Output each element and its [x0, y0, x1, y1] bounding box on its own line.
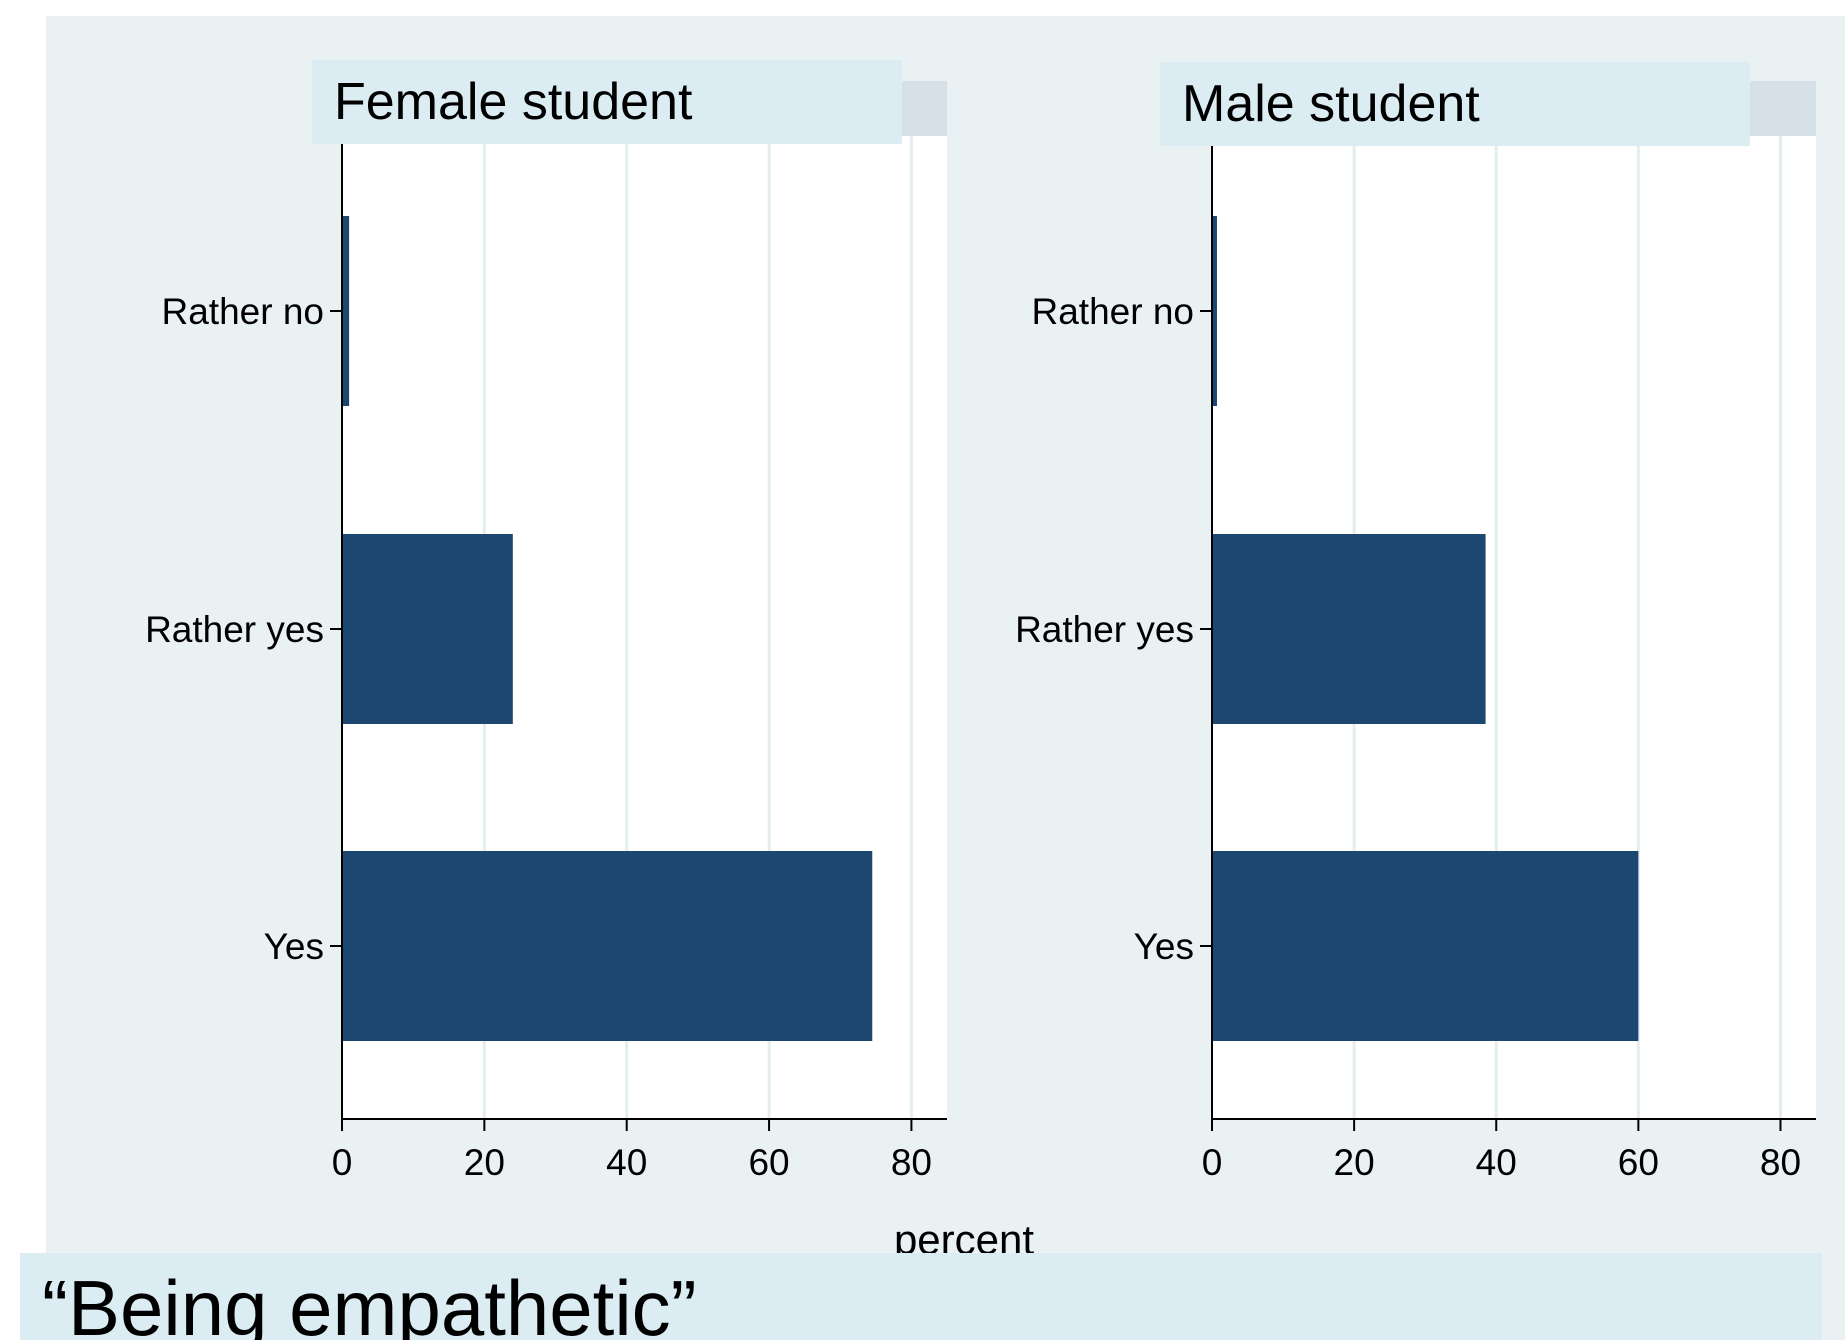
bar [342, 851, 873, 1041]
x-tick-label: 40 [606, 1142, 647, 1183]
bar [342, 216, 350, 406]
bar [342, 534, 513, 724]
x-tick-label: 80 [1760, 1142, 1801, 1183]
x-tick-label: 20 [464, 1142, 505, 1183]
bar [1212, 216, 1217, 406]
chart-area: 0 20 40 60 80 Rather no Rather yes Yes 0 20 40 60 80… [46, 16, 1845, 1340]
x-tick-label: 20 [1334, 1142, 1375, 1183]
x-tick-label: 60 [1618, 1142, 1659, 1183]
bar [1212, 851, 1639, 1041]
category-label: Rather no [1032, 291, 1195, 332]
title-strip [902, 81, 947, 136]
x-tick-label: 0 [332, 1142, 353, 1183]
caption-box: “Being empathetic” [20, 1253, 1822, 1340]
category-label: Rather yes [1015, 609, 1194, 650]
panel-title-male: Male student [1160, 62, 1750, 146]
bar [1212, 534, 1486, 724]
x-tick-label: 60 [748, 1142, 789, 1183]
category-label: Rather no [162, 291, 325, 332]
category-label: Yes [1134, 926, 1194, 967]
caption-text: “Being empathetic” [42, 1264, 697, 1340]
category-label: Rather yes [145, 609, 324, 650]
x-tick-label: 40 [1476, 1142, 1517, 1183]
panel-title-female: Female student [312, 60, 902, 144]
chart-svg: 0 20 40 60 80 Rather no Rather yes Yes 0 20 40 60 80… [145, 81, 1816, 1263]
x-tick-label: 0 [1202, 1142, 1223, 1183]
category-label: Yes [264, 926, 324, 967]
title-strip [1750, 81, 1816, 136]
x-tick-label: 80 [891, 1142, 932, 1183]
